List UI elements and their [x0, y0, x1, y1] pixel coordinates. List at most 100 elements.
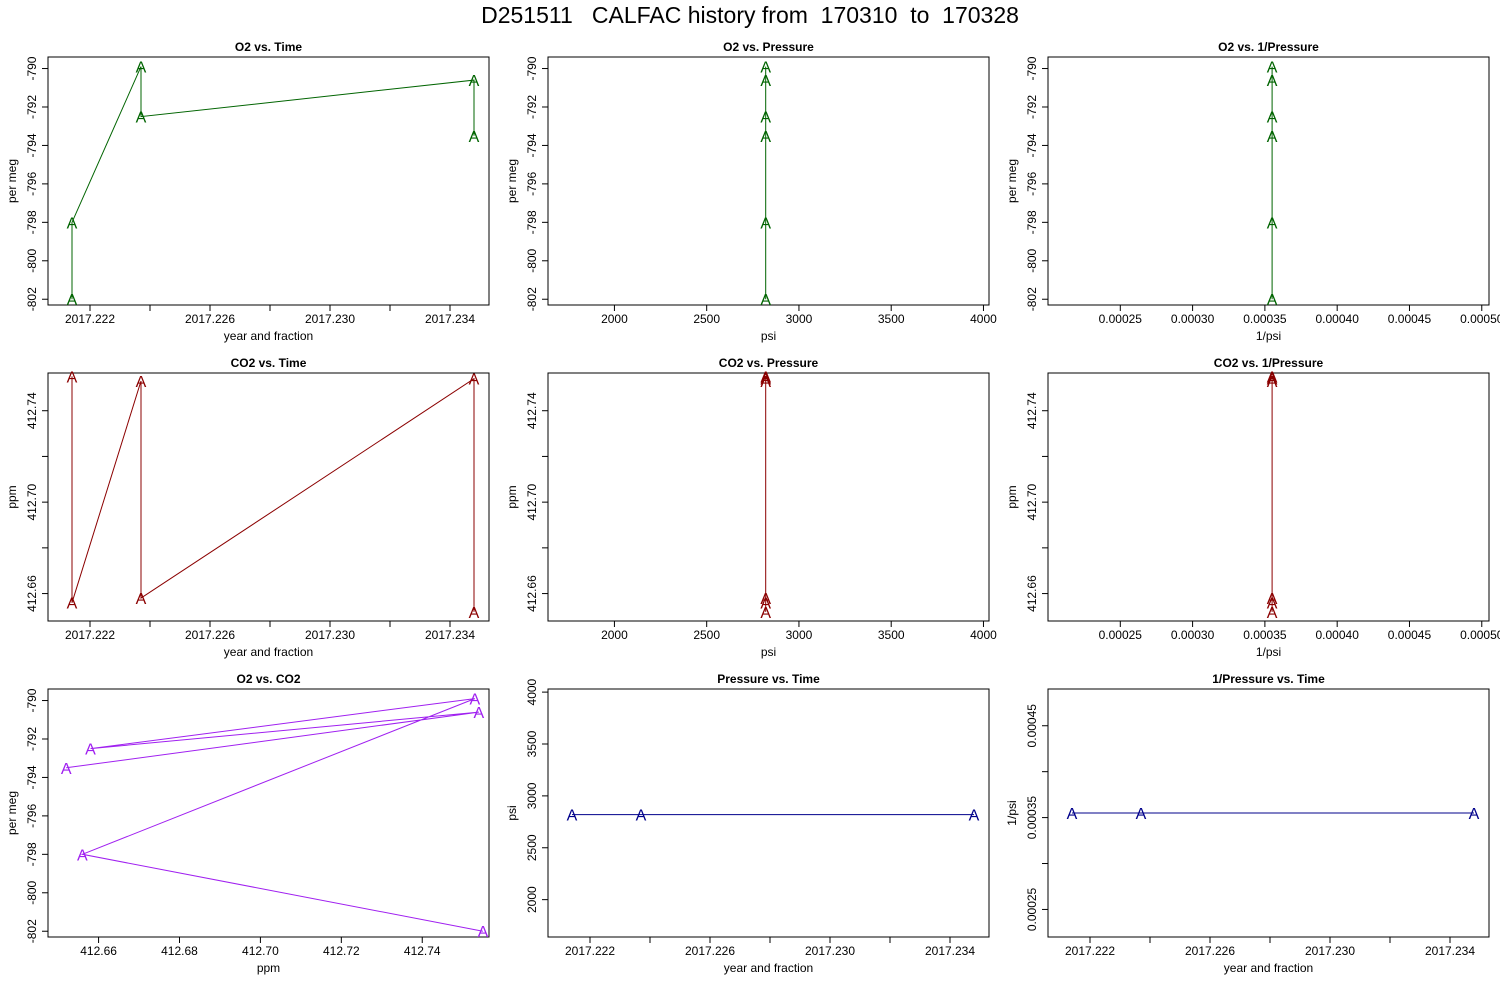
data-point: A	[1267, 73, 1278, 90]
data-point: A	[1267, 372, 1278, 389]
panel: CO2 vs. Time 2017.222 2017.226 2017.230 2017…	[5, 356, 490, 659]
panel-title: O2 vs. CO2	[236, 672, 300, 686]
x-axis-label: ppm	[257, 961, 280, 975]
data-point: A	[760, 129, 771, 146]
x-tick-label: 0.00035	[1243, 312, 1287, 326]
data-point: A	[77, 847, 88, 864]
data-point: A	[470, 692, 481, 709]
y-tick-label: -800	[25, 248, 39, 272]
data-point: A	[636, 808, 647, 825]
y-tick-label: -800	[25, 880, 39, 904]
x-axis-label: psi	[761, 329, 776, 343]
panel: O2 vs. Time 2017.222 2017.226 2017.230 2017.…	[5, 40, 490, 343]
y-tick-label: -798	[525, 210, 539, 234]
y-tick-label: 2000	[525, 886, 539, 913]
y-tick-label: -802	[25, 919, 39, 943]
y-tick-label: -798	[1025, 210, 1039, 234]
y-tick-label: -800	[525, 248, 539, 272]
y-tick-label: 0.00035	[1025, 796, 1039, 840]
panel-title: O2 vs. Pressure	[723, 40, 814, 54]
x-axis-label: year and fraction	[724, 961, 813, 975]
x-tick-label: 412.74	[404, 944, 441, 958]
x-tick-label: 2000	[601, 628, 628, 642]
data-point: A	[136, 60, 147, 77]
data-point: A	[969, 808, 980, 825]
y-tick-label: 412.70	[25, 483, 39, 520]
data-point: A	[469, 372, 480, 389]
y-tick-label: 412.66	[1025, 575, 1039, 612]
data-point: A	[1136, 806, 1147, 823]
data-point: A	[1267, 110, 1278, 127]
data-point: A	[1267, 292, 1278, 309]
x-tick-label: 3000	[786, 312, 813, 326]
y-tick-label: -802	[525, 287, 539, 311]
y-tick-label: -794	[1025, 133, 1039, 157]
data-point: A	[469, 73, 480, 90]
data-point: A	[85, 742, 96, 759]
panel-title: CO2 vs. Time	[231, 356, 307, 370]
panel-title: CO2 vs. 1/Pressure	[1214, 356, 1324, 370]
x-tick-label: 3000	[786, 628, 813, 642]
data-point: A	[760, 60, 771, 77]
data-point: A	[760, 73, 771, 90]
data-point: A	[760, 591, 771, 608]
data-point: A	[760, 596, 771, 613]
plot-frame	[47, 372, 490, 622]
y-tick-label: -794	[525, 133, 539, 157]
y-tick-label: -792	[25, 727, 39, 751]
y-tick-label: 3000	[525, 782, 539, 809]
data-point: A	[760, 292, 771, 309]
data-point: A	[469, 129, 480, 146]
x-tick-label: 2500	[693, 312, 720, 326]
x-tick-label: 2017.230	[305, 312, 355, 326]
y-tick-label: -796	[525, 172, 539, 196]
x-axis-label: year and fraction	[224, 329, 313, 343]
series-line	[71, 66, 475, 300]
x-tick-label: 2500	[693, 628, 720, 642]
data-point: A	[1267, 60, 1278, 77]
data-point: A	[1267, 596, 1278, 613]
data-point: A	[1267, 215, 1278, 232]
x-tick-label: 2017.222	[1065, 944, 1115, 958]
data-point: A	[1267, 591, 1278, 608]
x-tick-label: 0.00050	[1460, 312, 1500, 326]
x-tick-label: 3500	[878, 312, 905, 326]
x-tick-label: 2017.234	[1425, 944, 1475, 958]
y-tick-label: 412.70	[525, 483, 539, 520]
y-tick-label: -790	[25, 56, 39, 80]
panel: CO2 vs. Pressure 2000 2500 3000 3500 4000 412.…	[505, 356, 997, 659]
y-axis-label: ppm	[5, 485, 19, 508]
panel: CO2 vs. 1/Pressure 0.00025 0.00030 0.00035 0…	[1005, 356, 1500, 659]
x-tick-label: 2000	[601, 312, 628, 326]
x-tick-label: 2017.230	[305, 628, 355, 642]
y-tick-label: 4000	[525, 678, 539, 705]
y-tick-label: -800	[1025, 248, 1039, 272]
panel: Pressure vs. Time 2017.222 2017.226 2017.23…	[505, 672, 990, 975]
x-tick-label: 4000	[970, 312, 997, 326]
plot-frame	[547, 688, 990, 938]
data-point: A	[478, 924, 489, 941]
panel: 1/Pressure vs. Time 2017.222 2017.226 2017.…	[1005, 672, 1490, 975]
data-point: A	[1067, 806, 1078, 823]
page-title: D251511 CALFAC history from 170310 to 17…	[481, 2, 1019, 28]
y-tick-label: -796	[25, 804, 39, 828]
panel: O2 vs. Pressure 2000 2500 3000 3500 4000 -802 -…	[505, 40, 997, 343]
data-point: A	[1469, 806, 1480, 823]
y-axis-label: ppm	[505, 485, 519, 508]
y-axis-label: per meg	[1005, 159, 1019, 203]
y-axis-label: 1/psi	[1005, 800, 1019, 825]
panel-title: 1/Pressure vs. Time	[1212, 672, 1325, 686]
y-tick-label: -794	[25, 765, 39, 789]
y-tick-label: -794	[25, 133, 39, 157]
x-tick-label: 2017.226	[685, 944, 735, 958]
plot-frame	[1047, 688, 1490, 938]
x-tick-label: 412.70	[242, 944, 279, 958]
panel-title: Pressure vs. Time	[717, 672, 820, 686]
y-tick-label: -792	[1025, 95, 1039, 119]
y-tick-label: 3500	[525, 730, 539, 757]
data-point: A	[474, 705, 485, 722]
y-tick-label: -790	[525, 56, 539, 80]
y-tick-label: 412.66	[25, 575, 39, 612]
x-tick-label: 0.00040	[1315, 628, 1359, 642]
